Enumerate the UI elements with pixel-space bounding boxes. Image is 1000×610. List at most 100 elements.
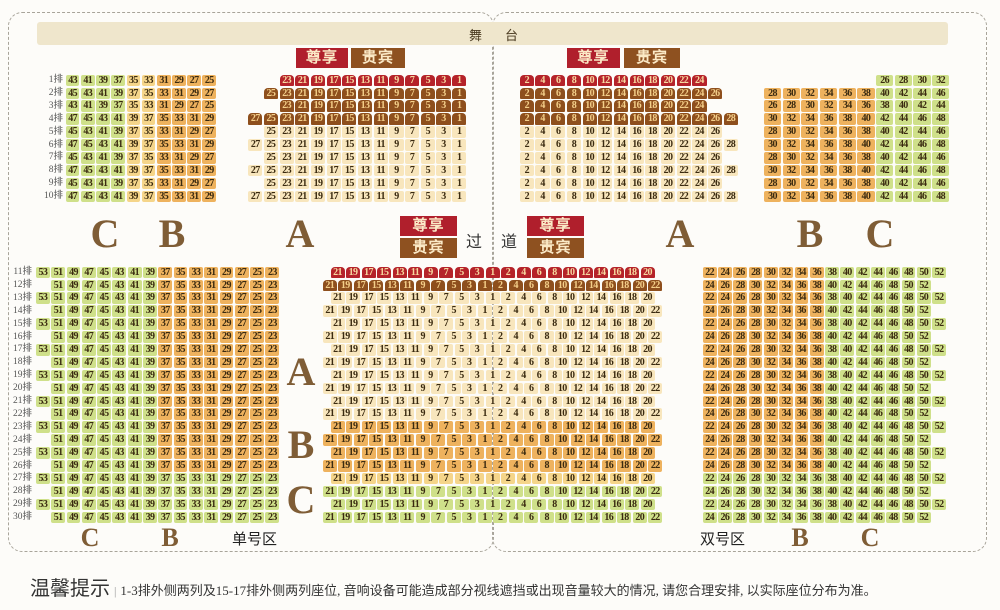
seat[interactable]: 12 [597,74,613,87]
seat[interactable]: 21 [294,87,310,100]
seat[interactable]: 49 [66,266,81,279]
seat[interactable]: 46 [870,279,885,292]
seat[interactable]: 12 [570,460,586,472]
seat[interactable]: 5 [454,498,470,511]
seat[interactable]: 21 [294,177,310,190]
seat[interactable]: 45 [65,87,80,100]
seat[interactable]: 37 [126,177,141,190]
seat[interactable]: 17 [361,498,377,511]
seat[interactable]: 23 [265,305,280,317]
seat[interactable]: 48 [886,408,901,420]
seat[interactable]: 50 [916,395,931,408]
seat[interactable]: 46 [913,139,932,151]
seat[interactable]: 26 [733,421,748,433]
seat[interactable]: 48 [901,421,916,433]
seat[interactable]: 38 [857,177,876,190]
seat[interactable]: 38 [809,305,824,317]
seat[interactable]: 46 [870,305,885,317]
seat[interactable]: 11 [407,292,423,304]
seat[interactable]: 37 [158,460,173,472]
seat[interactable]: 13 [392,498,408,511]
seat[interactable]: 16 [629,190,645,203]
seat[interactable]: 42 [840,434,855,446]
seat[interactable]: 29 [219,344,234,356]
seat[interactable]: 2 [493,331,509,343]
seat[interactable]: 36 [794,279,809,292]
seat[interactable]: 1 [477,434,493,446]
seat[interactable]: 8 [566,164,582,177]
seat[interactable]: 49 [66,447,81,459]
seat[interactable]: 3 [462,356,478,369]
seat[interactable]: 29 [219,369,234,382]
seat[interactable]: 17 [353,356,369,369]
seat[interactable]: 24 [702,434,717,446]
seat[interactable]: 17 [361,292,377,304]
seat[interactable]: 40 [875,126,894,138]
seat[interactable]: 1 [485,421,501,433]
seat[interactable]: 24 [717,395,732,408]
seat[interactable]: 26 [717,356,732,369]
seat[interactable]: 13 [357,87,373,100]
seat[interactable]: 24 [702,279,717,292]
seat[interactable]: 39 [142,344,157,356]
seat[interactable]: 19 [345,498,361,511]
seat[interactable]: 40 [840,498,855,511]
seat[interactable]: 26 [733,369,748,382]
seat[interactable]: 49 [66,305,81,317]
seat[interactable]: 11 [400,279,416,292]
seat[interactable]: 10 [562,344,578,356]
seat[interactable]: 26 [717,485,732,498]
seat[interactable]: 26 [717,382,732,395]
seat[interactable]: 50 [901,511,916,524]
seat[interactable]: 6 [524,331,540,343]
seat[interactable]: 15 [369,511,385,524]
seat[interactable]: 10 [555,408,571,420]
seat[interactable]: 9 [415,408,431,420]
seat[interactable]: 33 [171,190,186,203]
seat[interactable]: 18 [645,74,661,87]
seat[interactable]: 32 [782,164,801,177]
seat[interactable]: 35 [173,344,188,356]
seat[interactable]: 9 [415,305,431,317]
seat[interactable]: 3 [469,447,485,459]
seat[interactable]: 38 [809,434,824,446]
seat[interactable]: 5 [454,421,470,433]
seat[interactable]: 5 [454,472,470,485]
seat[interactable]: 8 [547,472,563,485]
seat[interactable]: 32 [763,485,778,498]
seat[interactable]: 32 [763,460,778,472]
seat[interactable]: 52 [916,434,931,446]
seat[interactable]: 25 [263,126,279,138]
seat[interactable]: 9 [415,460,431,472]
seat[interactable]: 13 [384,356,400,369]
seat[interactable]: 24 [717,421,732,433]
seat[interactable]: 19 [345,395,361,408]
seat[interactable]: 29 [219,447,234,459]
seat[interactable]: 49 [66,408,81,420]
seat[interactable]: 1 [485,344,501,356]
seat[interactable]: 44 [855,408,870,420]
seat[interactable]: 45 [96,511,111,524]
seat[interactable]: 39 [142,382,157,395]
seat[interactable]: 20 [632,331,648,343]
seat[interactable]: 19 [338,485,354,498]
seat[interactable]: 37 [158,344,173,356]
seat[interactable]: 2 [519,177,535,190]
seat[interactable]: 12 [570,331,586,343]
seat[interactable]: 30 [763,498,778,511]
seat[interactable]: 24 [702,305,717,317]
seat[interactable]: 3 [462,485,478,498]
seat[interactable]: 44 [894,164,913,177]
seat[interactable]: 29 [219,395,234,408]
seat[interactable]: 2 [500,472,516,485]
seat[interactable]: 27 [247,113,263,125]
seat[interactable]: 2 [519,113,535,125]
seat[interactable]: 50 [901,382,916,395]
seat[interactable]: 16 [601,460,617,472]
seat[interactable]: 31 [171,126,186,138]
seat[interactable]: 43 [95,164,110,177]
seat[interactable]: 13 [357,177,373,190]
seat[interactable]: 28 [723,164,739,177]
seat[interactable]: 27 [202,87,217,100]
seat[interactable]: 33 [188,498,203,511]
